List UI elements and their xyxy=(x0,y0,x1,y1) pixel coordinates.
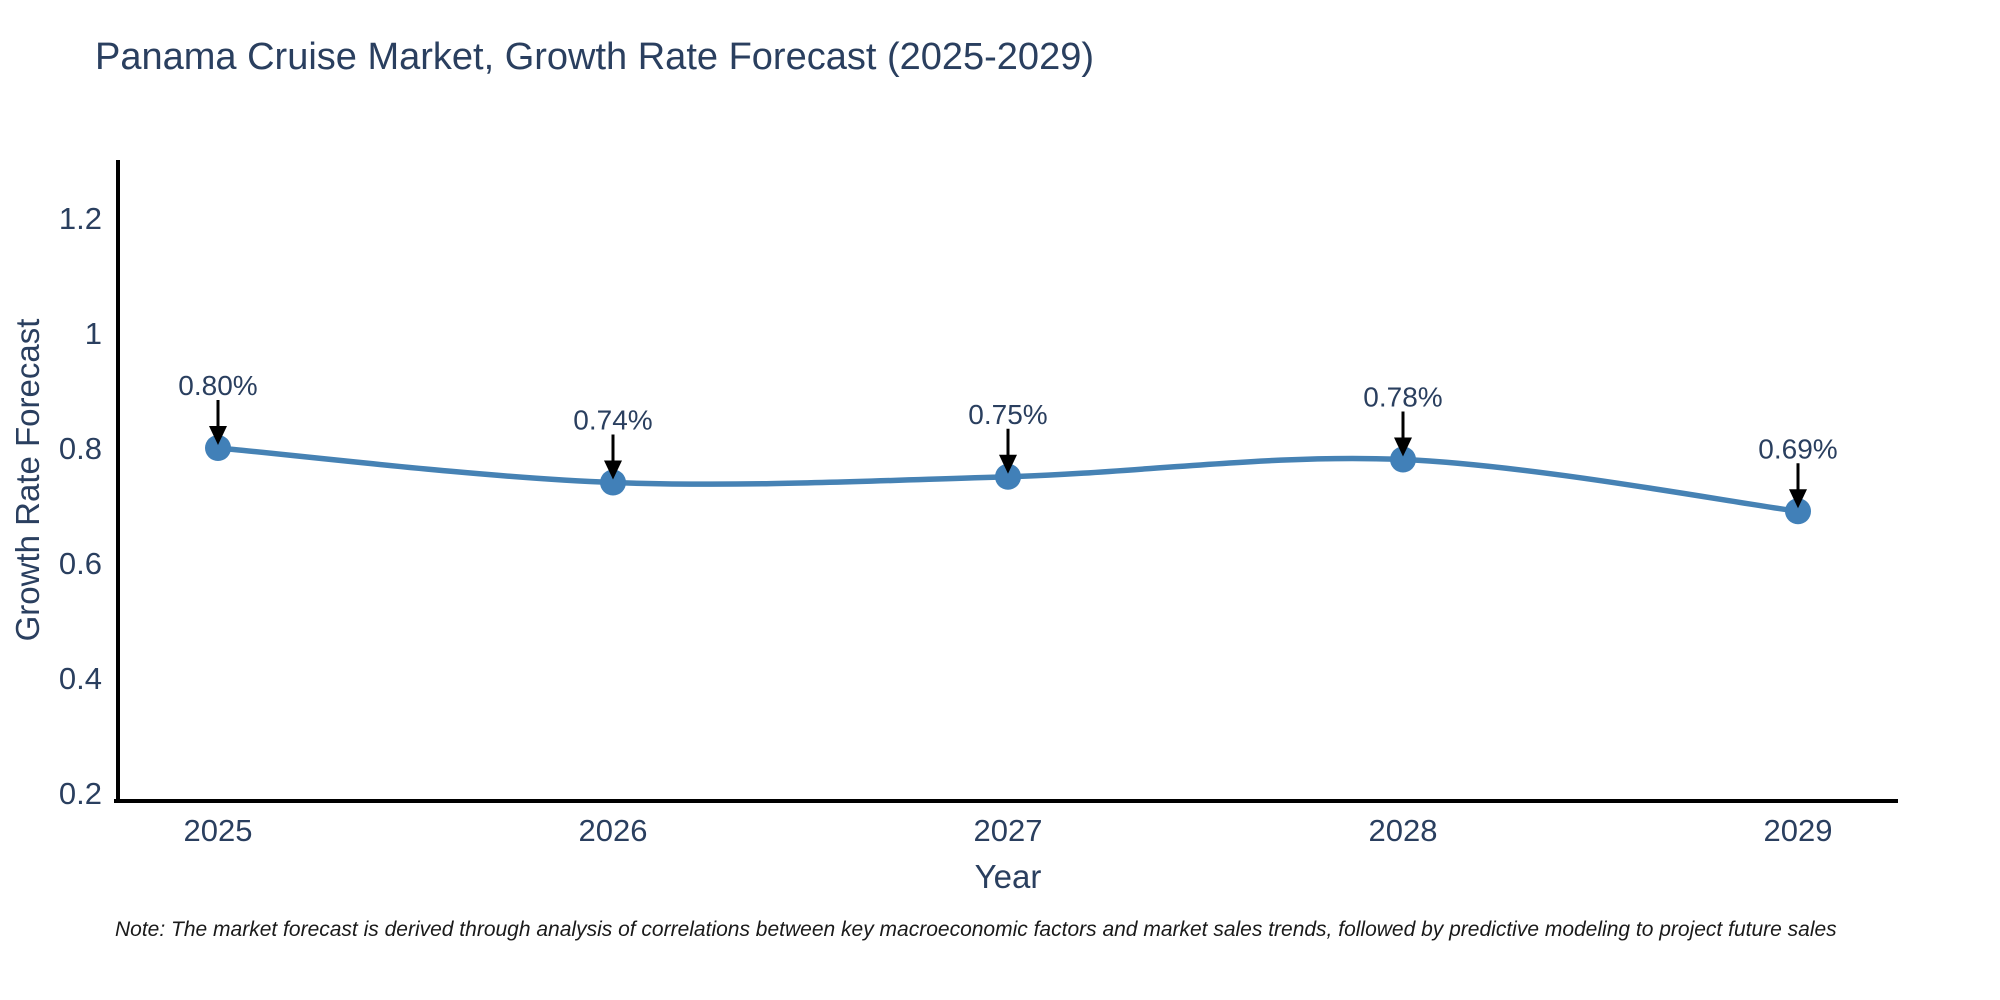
x-tick-label: 2025 xyxy=(184,813,253,848)
y-tick-label: 0.4 xyxy=(59,661,102,696)
data-point-marker[interactable] xyxy=(600,469,626,496)
chart-title: Panama Cruise Market, Growth Rate Foreca… xyxy=(95,36,1094,78)
annotation-arrow-head xyxy=(999,454,1017,474)
point-value-label: 0.75% xyxy=(968,399,1047,430)
y-tick-label: 0.2 xyxy=(59,776,102,811)
x-tick-label: 2029 xyxy=(1764,813,1833,848)
annotation-arrow-head xyxy=(1394,437,1412,457)
annotation-arrow-head xyxy=(1789,489,1807,509)
x-tick-label: 2026 xyxy=(579,813,648,848)
annotation-arrow-head xyxy=(209,426,227,445)
point-value-label: 0.69% xyxy=(1758,433,1837,464)
y-tick-label: 0.6 xyxy=(59,546,102,581)
annotation-arrow-head xyxy=(604,460,622,480)
data-point-marker[interactable] xyxy=(995,463,1021,490)
y-tick-label: 1.2 xyxy=(59,201,102,236)
x-tick-label: 2028 xyxy=(1369,813,1438,848)
y-tick-label: 1 xyxy=(85,316,102,351)
y-tick-label: 0.8 xyxy=(59,431,102,466)
point-value-label: 0.74% xyxy=(573,405,652,436)
data-point-marker[interactable] xyxy=(1785,498,1811,525)
point-value-label: 0.80% xyxy=(178,370,257,401)
data-point-marker[interactable] xyxy=(1390,446,1416,473)
point-value-label: 0.78% xyxy=(1363,382,1442,413)
data-point-marker[interactable] xyxy=(205,435,231,461)
x-axis-title: Year xyxy=(974,858,1042,895)
footnote: Note: The market forecast is derived thr… xyxy=(115,918,1837,941)
x-tick-label: 2027 xyxy=(974,813,1043,848)
